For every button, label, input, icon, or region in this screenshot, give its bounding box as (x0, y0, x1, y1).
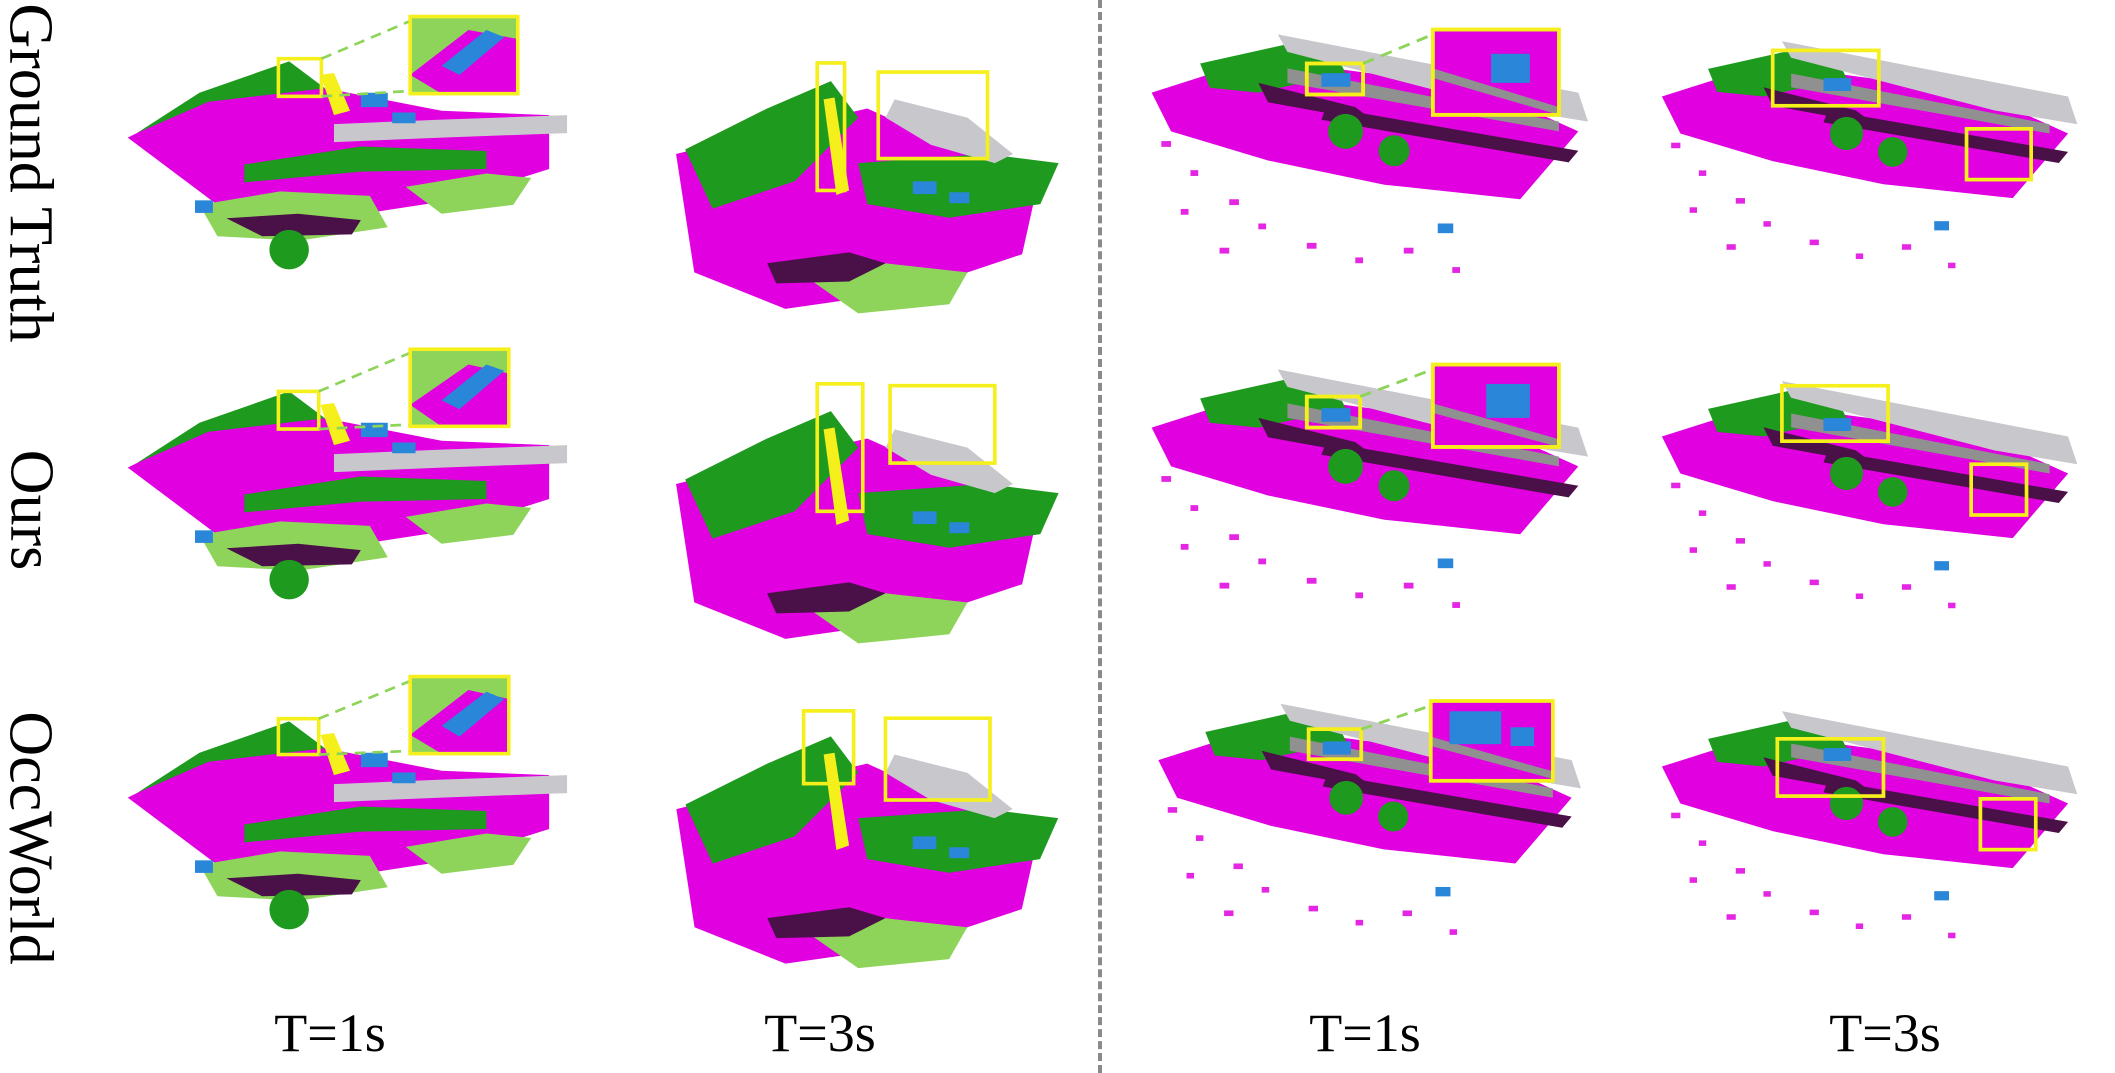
highlight-box (1964, 127, 2033, 182)
zoom-leader-line (1360, 704, 1432, 731)
zoom-inset (408, 347, 511, 429)
scene-occworld-right-t1 (1110, 685, 1620, 995)
column-label-right-t1: T=1s (1309, 1003, 1421, 1063)
highlight-box (1306, 727, 1364, 762)
scene-ours-right-t1 (1110, 350, 1620, 670)
column-label-right-t3: T=3s (1829, 1003, 1941, 1063)
zoom-leader-line (318, 679, 411, 720)
scene-occworld-left-t1 (65, 665, 585, 975)
zoom-inset (1428, 699, 1555, 783)
scene-gt-left-t3 (585, 40, 1095, 350)
highlight-box (883, 716, 992, 802)
scene-occworld-left-t3 (585, 700, 1095, 1000)
zoom-leader-line (1362, 33, 1434, 65)
highlight-box (276, 56, 324, 99)
highlight-box (1969, 462, 2029, 517)
highlight-box (1304, 61, 1365, 97)
highlight-box (876, 70, 990, 161)
highlight-box (888, 383, 997, 465)
scene-ours-left-t1 (65, 335, 585, 645)
section-divider (1098, 0, 1102, 1073)
scene-occworld-right-t3 (1625, 690, 2105, 1000)
column-label-left-t3: T=3s (764, 1003, 876, 1063)
highlight-box (1304, 394, 1363, 430)
highlight-box (1978, 797, 2038, 852)
scene-gt-right-t3 (1625, 15, 2105, 335)
highlight-box (1775, 737, 1886, 798)
highlight-box (801, 709, 856, 786)
highlight-box (1770, 48, 1881, 108)
zoom-inset (408, 674, 511, 756)
row-label-occworld: OccWorld (0, 710, 65, 965)
scene-ours-left-t3 (585, 370, 1095, 680)
zoom-leader-line (318, 351, 411, 393)
highlight-box (276, 389, 321, 431)
highlight-box (1780, 383, 1890, 443)
column-label-left-t1: T=1s (274, 1003, 386, 1063)
zoom-leader-line (1359, 368, 1434, 398)
zoom-inset (408, 14, 520, 96)
row-label-ground-truth: Ground Truth (0, 2, 65, 343)
scene-gt-left-t1 (65, 5, 585, 315)
scene-gt-right-t1 (1110, 15, 1620, 335)
highlight-box (815, 61, 847, 193)
highlight-box (276, 716, 321, 757)
row-label-ours: Ours (0, 449, 65, 571)
zoom-inset (1430, 27, 1561, 117)
zoom-leader-line (320, 19, 411, 60)
scene-ours-right-t3 (1625, 355, 2105, 675)
zoom-inset (1430, 362, 1561, 449)
highlight-box (815, 382, 865, 514)
